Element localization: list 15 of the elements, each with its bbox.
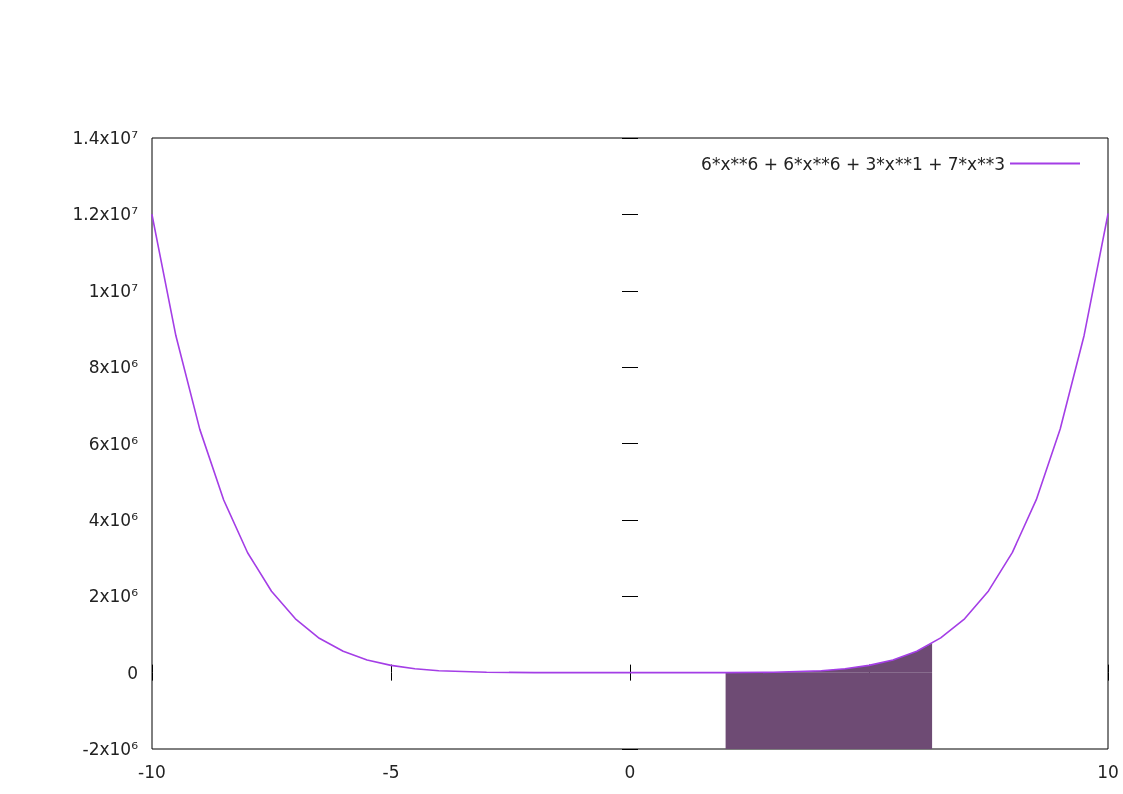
y-tick-label: 1.2x10⁷ xyxy=(72,204,139,225)
y-tick-label: 2x10⁶ xyxy=(88,586,139,607)
x-tick-label: -10 xyxy=(138,761,166,782)
x-tick-label: -5 xyxy=(382,761,400,782)
x-tick-label: 10 xyxy=(1097,761,1119,782)
y-tick-label: 4x10⁶ xyxy=(88,509,139,530)
y-tick-label: 1.4x10⁷ xyxy=(72,128,139,148)
line-series xyxy=(151,213,1109,674)
y-tick-label: 8x10⁶ xyxy=(88,357,139,378)
y-tick-label: 6x10⁶ xyxy=(88,433,139,454)
x-tick-label: 0 xyxy=(624,761,636,782)
y-tick-label: 1x10⁷ xyxy=(88,280,139,301)
legend-label: 6*x**6 + 6*x**6 + 3*x**1 + 7*x**3 xyxy=(701,153,1005,174)
y-tick-label: -2x10⁶ xyxy=(82,739,139,759)
y-tick-label: 0 xyxy=(127,662,138,683)
